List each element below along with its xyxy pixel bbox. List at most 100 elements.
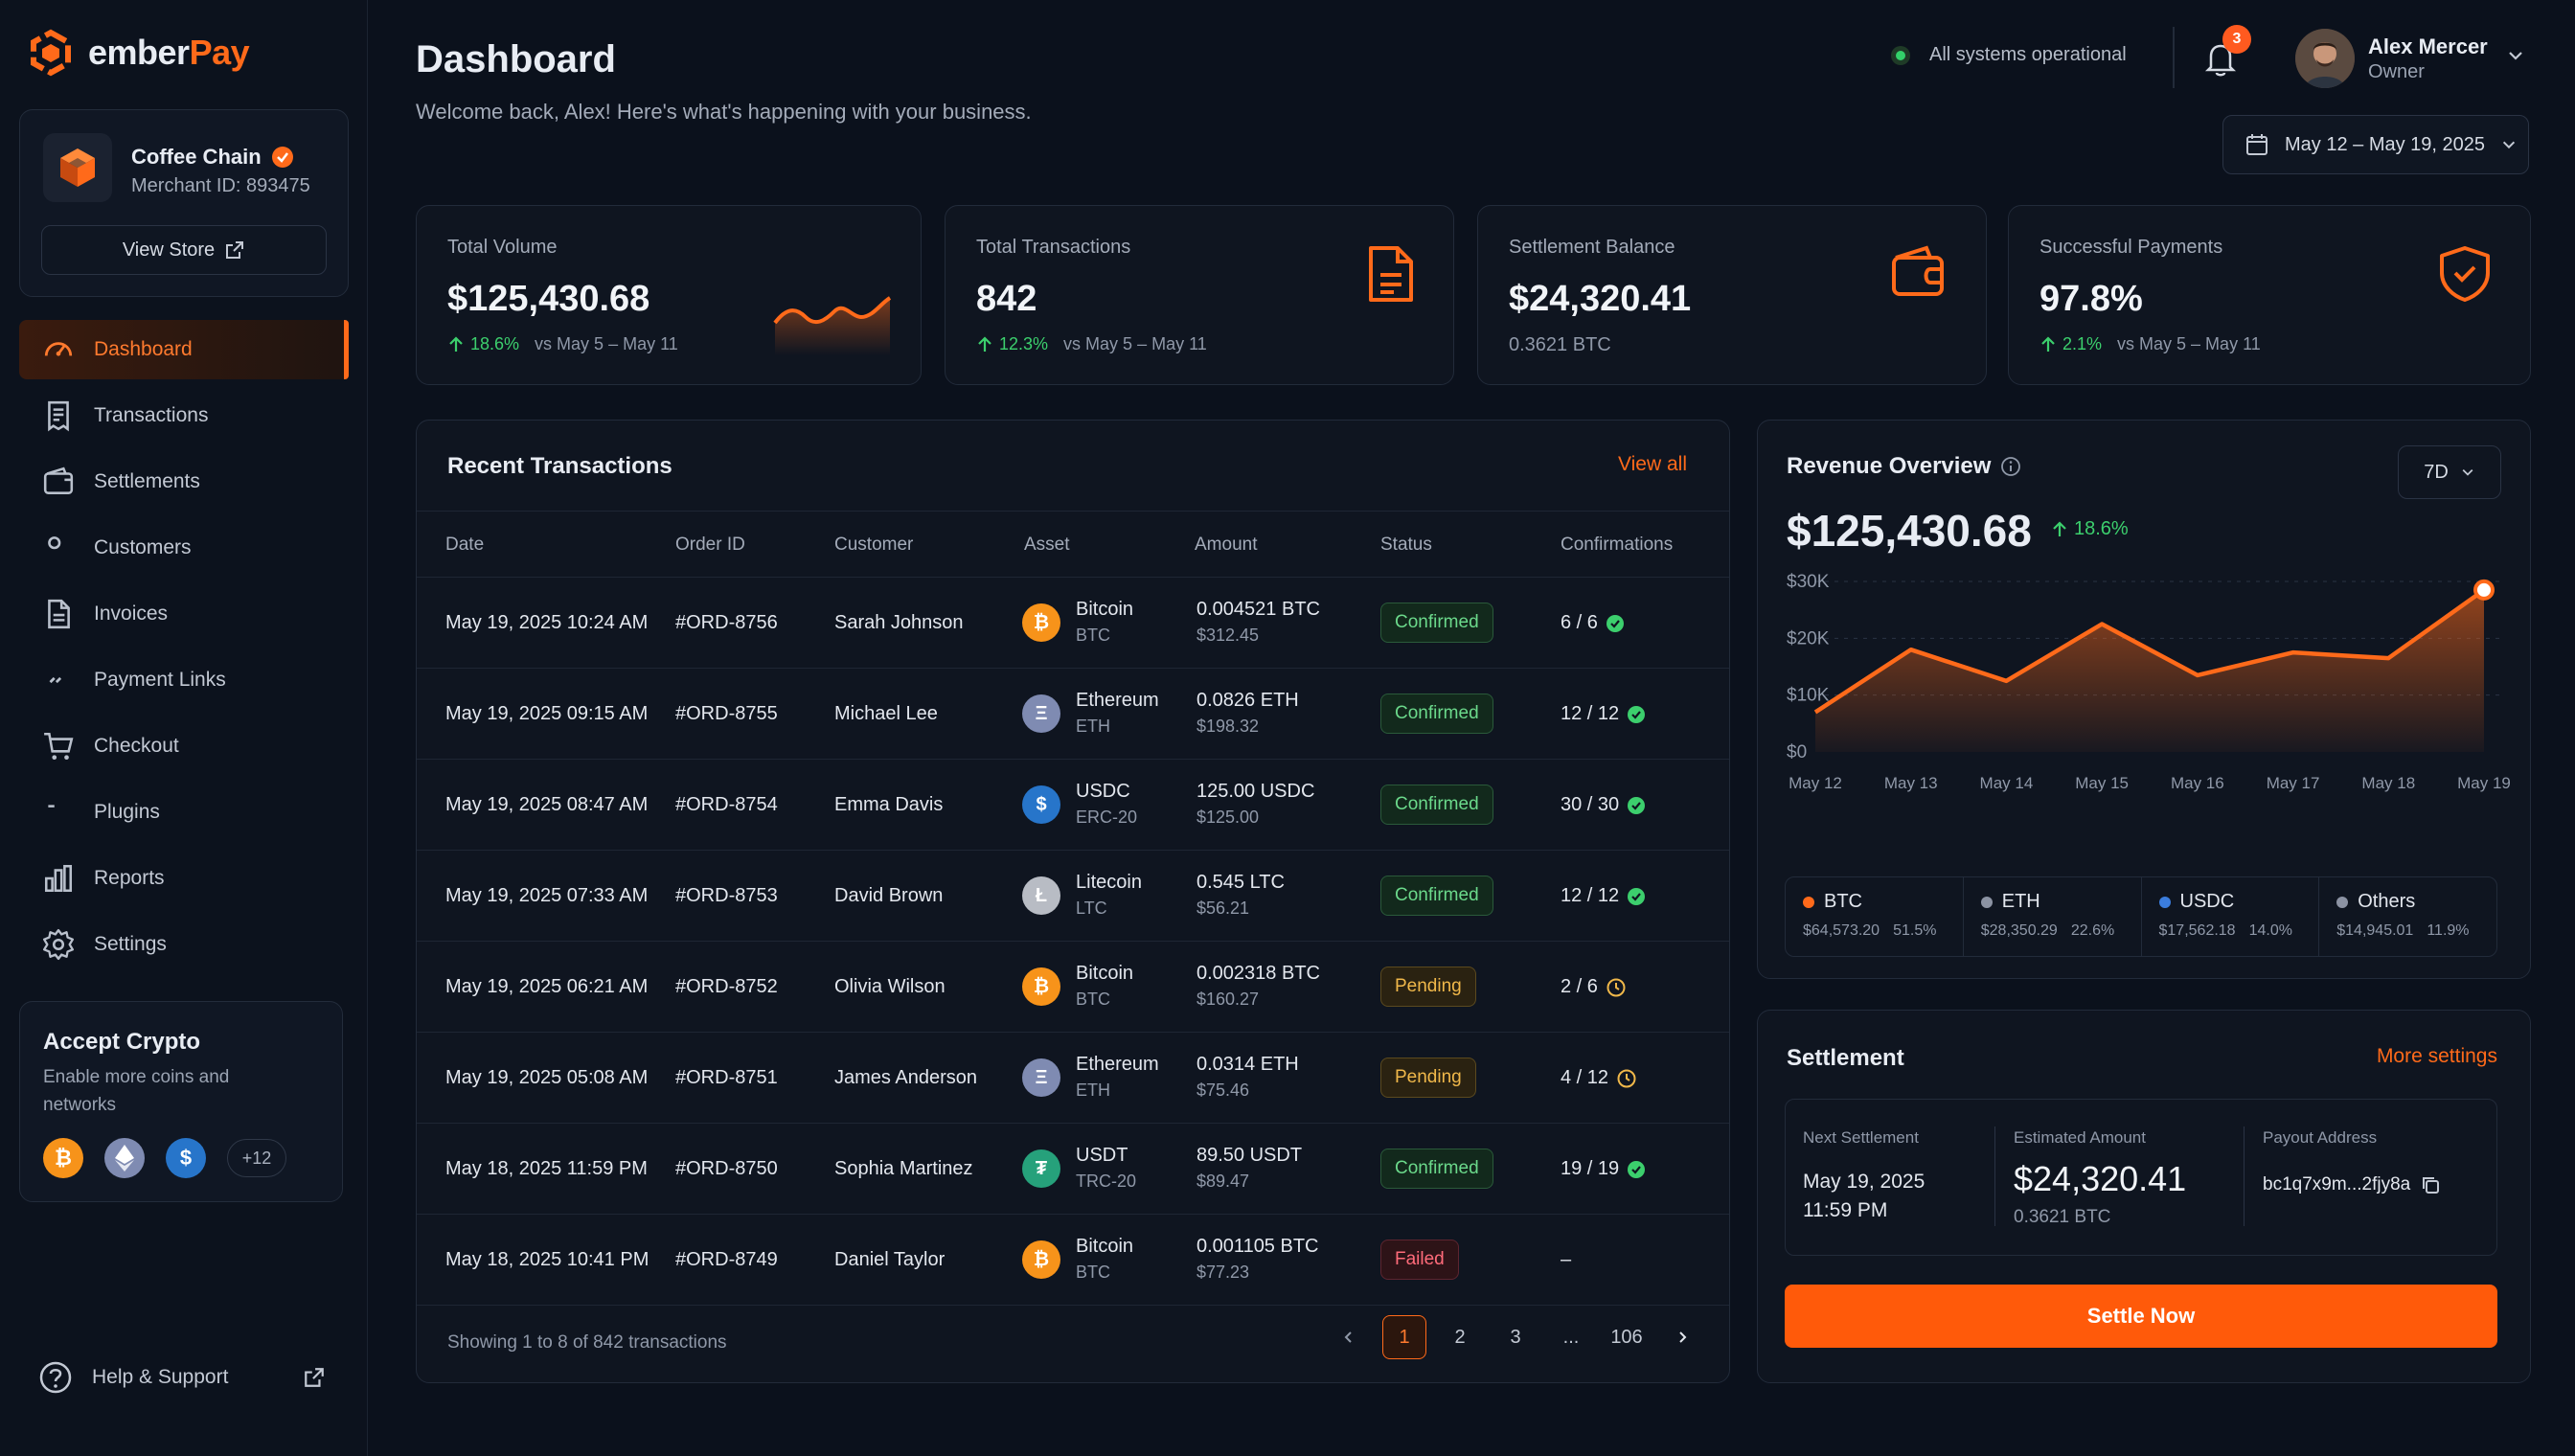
prev-page-button[interactable] xyxy=(1327,1315,1371,1359)
table-row[interactable]: May 19, 2025 06:21 AM #ORD-8752 Olivia Wil… xyxy=(417,942,1729,1033)
accept-crypto-card[interactable]: Accept Crypto Enable more coins and netw… xyxy=(19,1001,343,1202)
legend-amount: $28,350.29 xyxy=(1980,922,2058,939)
table-row[interactable]: May 18, 2025 11:59 PM #ORD-8750 Sophia Mar… xyxy=(417,1124,1729,1215)
sidebar-item-customers[interactable]: Customers xyxy=(19,518,349,578)
column-header-order-id[interactable]: Order ID xyxy=(675,535,745,555)
tx-order-id[interactable]: #ORD-8754 xyxy=(675,794,778,815)
tx-amount: 0.004521 BTC xyxy=(1196,599,1320,620)
stat-card-total-transactions: Total Transactions 842 12.3% vs May 5 – … xyxy=(945,205,1454,385)
tx-amount-usd: $312.45 xyxy=(1196,626,1260,645)
tx-amount: 125.00 USDC xyxy=(1196,781,1315,802)
info-icon[interactable] xyxy=(2000,456,2021,477)
tx-amount-usd: $77.23 xyxy=(1196,1263,1250,1282)
sidebar-item-transactions[interactable]: Transactions xyxy=(19,386,349,445)
arrow-up-icon xyxy=(447,335,465,353)
date-range-picker[interactable]: May 12 – May 19, 2025 xyxy=(2222,115,2529,174)
ember-logo-icon xyxy=(27,29,75,77)
sidebar-item-reports[interactable]: Reports xyxy=(19,849,349,908)
legend-item-btc[interactable]: BTC $64,573.20 51.5% xyxy=(1786,877,1964,956)
copy-icon[interactable] xyxy=(2420,1174,2441,1195)
next-settlement-label: Next Settlement xyxy=(1803,1128,1919,1147)
ethereum-icon: Ξ xyxy=(1022,1058,1060,1097)
bell-icon[interactable] xyxy=(2203,40,2238,79)
table-row[interactable]: May 19, 2025 05:08 AM #ORD-8751 James Ande… xyxy=(417,1033,1729,1124)
tx-order-id[interactable]: #ORD-8751 xyxy=(675,1067,778,1088)
column-header-date[interactable]: Date xyxy=(445,535,485,555)
avatar[interactable] xyxy=(2295,29,2355,88)
sidebar-item-dashboard[interactable]: Dashboard xyxy=(19,320,349,379)
sidebar-item-settlements[interactable]: Settlements xyxy=(19,452,349,512)
revenue-line xyxy=(1813,588,2486,715)
more-coins-badge[interactable]: +12 xyxy=(227,1139,286,1177)
settle-now-button[interactable]: Settle Now xyxy=(1785,1285,2497,1348)
y-tick-label: $10K xyxy=(1787,686,1830,706)
table-row[interactable]: May 19, 2025 08:47 AM #ORD-8754 Emma Davis… xyxy=(417,760,1729,851)
table-row[interactable]: May 19, 2025 10:24 AM #ORD-8756 Sarah John… xyxy=(417,578,1729,669)
table-row[interactable]: May 19, 2025 07:33 AM #ORD-8753 David Brow… xyxy=(417,851,1729,942)
column-header-amount[interactable]: Amount xyxy=(1195,535,1258,555)
more-settings-link[interactable]: More settings xyxy=(2376,1045,2497,1067)
page-button-1[interactable]: 1 xyxy=(1382,1315,1426,1359)
table-row[interactable]: May 18, 2025 10:41 PM #ORD-8749 Daniel Tay… xyxy=(417,1215,1729,1306)
stat-value: $24,320.41 xyxy=(1509,279,1692,319)
tx-order-id[interactable]: #ORD-8749 xyxy=(675,1249,778,1270)
column-header-customer[interactable]: Customer xyxy=(834,535,914,555)
gear-icon xyxy=(42,928,75,961)
column-header-confirmations[interactable]: Confirmations xyxy=(1561,535,1674,555)
tx-confirmations: 19 / 19 xyxy=(1561,1158,1646,1180)
check-circle-icon xyxy=(1627,796,1646,815)
help-support-link[interactable]: Help & Support xyxy=(38,1360,326,1395)
page-button-2[interactable]: 2 xyxy=(1454,1326,1466,1348)
sidebar-item-plugins[interactable]: Plugins xyxy=(19,783,349,842)
tx-confirmations: 12 / 12 xyxy=(1561,703,1646,725)
tx-amount-usd: $125.00 xyxy=(1196,808,1260,827)
cart-icon xyxy=(42,730,75,762)
view-all-link[interactable]: View all xyxy=(1618,453,1687,475)
arrow-up-icon xyxy=(976,335,993,353)
tx-order-id[interactable]: #ORD-8755 xyxy=(675,703,778,724)
sidebar-item-payment-links[interactable]: Payment Links xyxy=(19,650,349,710)
table-row[interactable]: May 19, 2025 09:15 AM #ORD-8755 Michael Le… xyxy=(417,669,1729,760)
legend-percent: 22.6% xyxy=(2070,922,2115,939)
tx-asset-name: Bitcoin xyxy=(1076,963,1134,984)
legend-item-usdc[interactable]: USDC $17,562.18 14.0% xyxy=(2142,877,2320,956)
brand-logo[interactable]: emberPay xyxy=(27,29,250,77)
revenue-total: $125,430.68 xyxy=(1787,506,2032,556)
tx-order-id[interactable]: #ORD-8756 xyxy=(675,612,778,633)
tx-order-id[interactable]: #ORD-8752 xyxy=(675,976,778,997)
legend-item-eth[interactable]: ETH $28,350.29 22.6% xyxy=(1964,877,2142,956)
legend-item-others[interactable]: Others $14,945.01 11.9% xyxy=(2319,877,2496,956)
tx-confirmations: 30 / 30 xyxy=(1561,794,1646,816)
column-header-status[interactable]: Status xyxy=(1380,535,1432,555)
period-select[interactable]: 7D xyxy=(2398,445,2501,499)
tx-asset-name: Bitcoin xyxy=(1076,599,1134,620)
view-store-button[interactable]: View Store xyxy=(41,225,327,275)
receipt-icon xyxy=(42,399,75,432)
header-divider xyxy=(2173,27,2175,88)
sidebar-item-invoices[interactable]: Invoices xyxy=(19,584,349,644)
users-icon xyxy=(42,532,75,564)
status-badge: Pending xyxy=(1380,1058,1476,1098)
next-page-button[interactable] xyxy=(1660,1315,1704,1359)
column-header-asset[interactable]: Asset xyxy=(1024,535,1070,555)
legend-dot-icon xyxy=(1803,896,1814,908)
payout-address-value: bc1q7x9m...2fjy8a xyxy=(2263,1174,2411,1194)
stat-card-successful-payments: Successful Payments 97.8% 2.1% vs May 5 … xyxy=(2008,205,2531,385)
tx-order-id[interactable]: #ORD-8753 xyxy=(675,885,778,906)
y-tick-label: $20K xyxy=(1787,628,1830,648)
user-name[interactable]: Alex Mercer xyxy=(2368,34,2488,58)
page-button-last[interactable]: 106 xyxy=(1610,1326,1643,1348)
page-button-3[interactable]: 3 xyxy=(1510,1326,1521,1348)
tx-confirmations-value: – xyxy=(1561,1249,1572,1270)
tx-order-id[interactable]: #ORD-8750 xyxy=(675,1158,778,1179)
legend-percent: 11.9% xyxy=(2427,922,2470,939)
tx-confirmations-value: 2 / 6 xyxy=(1561,976,1598,997)
chevron-down-icon[interactable] xyxy=(2506,46,2525,65)
legend-dot-icon xyxy=(1980,896,1993,908)
tx-amount: 0.0314 ETH xyxy=(1196,1054,1299,1075)
sidebar-item-settings[interactable]: Settings xyxy=(19,915,349,974)
shield-check-icon xyxy=(2438,244,2492,304)
sidebar-nav: Dashboard Transactions Settlements Customer… xyxy=(19,320,349,981)
sidebar-item-checkout[interactable]: Checkout xyxy=(19,717,349,776)
stat-compare-period: vs May 5 – May 11 xyxy=(535,334,678,353)
